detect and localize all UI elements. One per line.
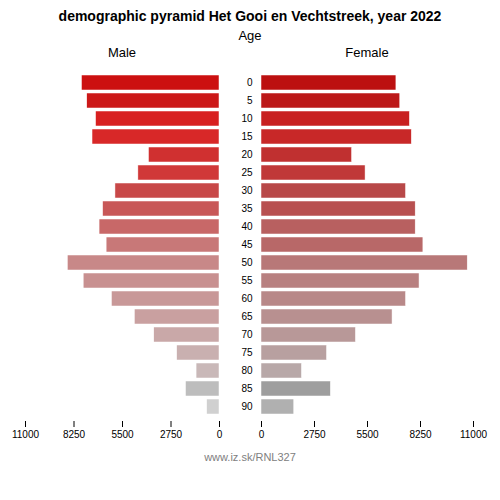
svg-text:5500: 5500 — [356, 429, 379, 440]
svg-text:85: 85 — [241, 383, 253, 394]
svg-text:15: 15 — [241, 131, 253, 142]
html-text:Female: Female — [345, 45, 389, 60]
svg-text:11000: 11000 — [12, 429, 40, 440]
svg-text:80: 80 — [241, 365, 253, 376]
html-text:Age: Age — [238, 28, 262, 43]
html-text:demographic pyramid Het Gooi e: demographic pyramid Het Gooi en Vechtstr… — [58, 8, 442, 24]
svg-text:11000: 11000 — [460, 429, 488, 440]
svg-text:8250: 8250 — [409, 429, 432, 440]
svg-text:60: 60 — [241, 293, 253, 304]
svg-text:25: 25 — [241, 167, 253, 178]
svg-text:2750: 2750 — [303, 429, 326, 440]
svg-text:5500: 5500 — [111, 429, 134, 440]
svg-text:0: 0 — [259, 429, 265, 440]
svg-text:10: 10 — [241, 113, 253, 124]
svg-text:70: 70 — [241, 329, 253, 340]
svg-text:30: 30 — [241, 185, 253, 196]
html-text:Male: Male — [107, 45, 137, 60]
svg-text:5: 5 — [247, 95, 253, 106]
svg-text:8250: 8250 — [63, 429, 86, 440]
svg-text:50: 50 — [241, 257, 253, 268]
svg-text:2750: 2750 — [160, 429, 183, 440]
svg-text:65: 65 — [241, 311, 253, 322]
svg-text:20: 20 — [241, 149, 253, 160]
svg-text:90: 90 — [241, 401, 253, 412]
svg-text:35: 35 — [241, 203, 253, 214]
svg-text:55: 55 — [241, 275, 253, 286]
svg-text:45: 45 — [241, 239, 253, 250]
svg-text:40: 40 — [241, 221, 253, 232]
svg-text:75: 75 — [241, 347, 253, 358]
svg-text:0: 0 — [217, 429, 223, 440]
html-text:www.iz.sk/RNL327: www.iz.sk/RNL327 — [204, 451, 296, 463]
svg-text:0: 0 — [247, 77, 253, 88]
